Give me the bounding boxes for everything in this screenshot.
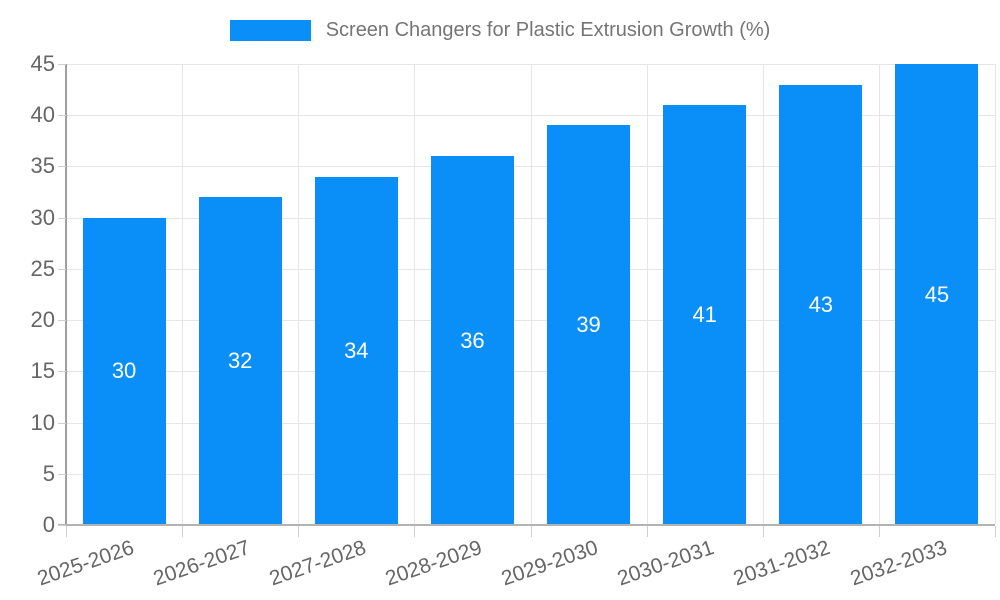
legend: Screen Changers for Plastic Extrusion Gr… [0,19,1000,42]
x-tick-label: 2032-2033 [846,536,950,591]
y-tick-mark [58,115,66,117]
bar-value-label: 43 [808,291,834,317]
bar-value-label: 45 [924,281,950,307]
bar[interactable]: 43 [779,84,863,525]
y-tick-mark [58,268,66,270]
x-tick-mark [995,526,996,537]
x-tick-mark [414,526,416,537]
y-tick-mark [58,217,66,219]
v-gridline [182,64,184,525]
bar-value-label: 34 [344,337,369,363]
v-gridline [995,64,996,525]
legend-label: Screen Changers for Plastic Extrusion Gr… [325,19,771,41]
bar[interactable]: 45 [895,64,979,525]
bar[interactable]: 34 [314,176,398,525]
y-tick-mark [58,525,66,526]
y-tick-label: 30 [30,204,55,230]
bar[interactable]: 41 [663,104,747,525]
v-gridline [530,64,532,525]
x-tick-mark [878,526,880,537]
y-axis-line [65,64,67,525]
y-tick-label: 25 [30,255,55,281]
y-tick-label: 35 [30,153,55,179]
x-tick-mark [646,526,648,537]
x-tick-label: 2028-2029 [382,536,485,591]
y-tick-mark [58,371,66,373]
y-tick-label: 45 [30,51,55,76]
x-tick-label: 2025-2026 [34,536,137,591]
y-tick-label: 20 [30,307,55,333]
y-tick-label: 10 [30,409,55,435]
v-gridline [414,64,416,525]
bar-value-label: 36 [460,327,485,353]
v-gridline [646,64,648,525]
y-tick-mark [58,473,66,475]
x-tick-mark [762,526,764,537]
bar[interactable]: 32 [198,197,282,525]
bar-value-label: 30 [111,358,137,384]
x-tick-mark [530,526,532,537]
bar-value-label: 32 [227,348,253,374]
y-tick-mark [58,320,66,322]
plot-area: 30 32 34 36 39 41 43 45 [66,64,996,525]
y-tick-mark [58,422,66,424]
x-tick-label: 2029-2030 [498,536,602,591]
y-tick-label: 5 [42,460,55,486]
v-gridline [762,64,764,525]
y-tick-label: 40 [30,102,55,128]
x-tick-mark [182,526,184,537]
x-axis-line [58,524,995,526]
x-tick-label: 2026-2027 [150,536,253,591]
x-tick-label: 2031-2032 [730,536,834,591]
legend-swatch-icon [229,20,311,41]
y-tick-label: 15 [30,358,55,384]
y-tick-mark [58,64,66,65]
bar[interactable]: 39 [547,125,631,525]
x-tick-mark [66,526,67,537]
bar-value-label: 41 [692,301,717,327]
y-tick-label: 0 [42,512,55,537]
bar-value-label: 39 [576,312,601,338]
x-tick-mark [298,526,300,537]
v-gridline [878,64,880,525]
legend-item[interactable]: Screen Changers for Plastic Extrusion Gr… [229,19,771,42]
bar[interactable]: 30 [82,217,166,525]
y-tick-mark [58,166,66,168]
v-gridline [298,64,300,525]
x-tick-label: 2027-2028 [266,536,369,591]
x-tick-label: 2030-2031 [614,536,718,591]
bar[interactable]: 36 [430,156,514,525]
